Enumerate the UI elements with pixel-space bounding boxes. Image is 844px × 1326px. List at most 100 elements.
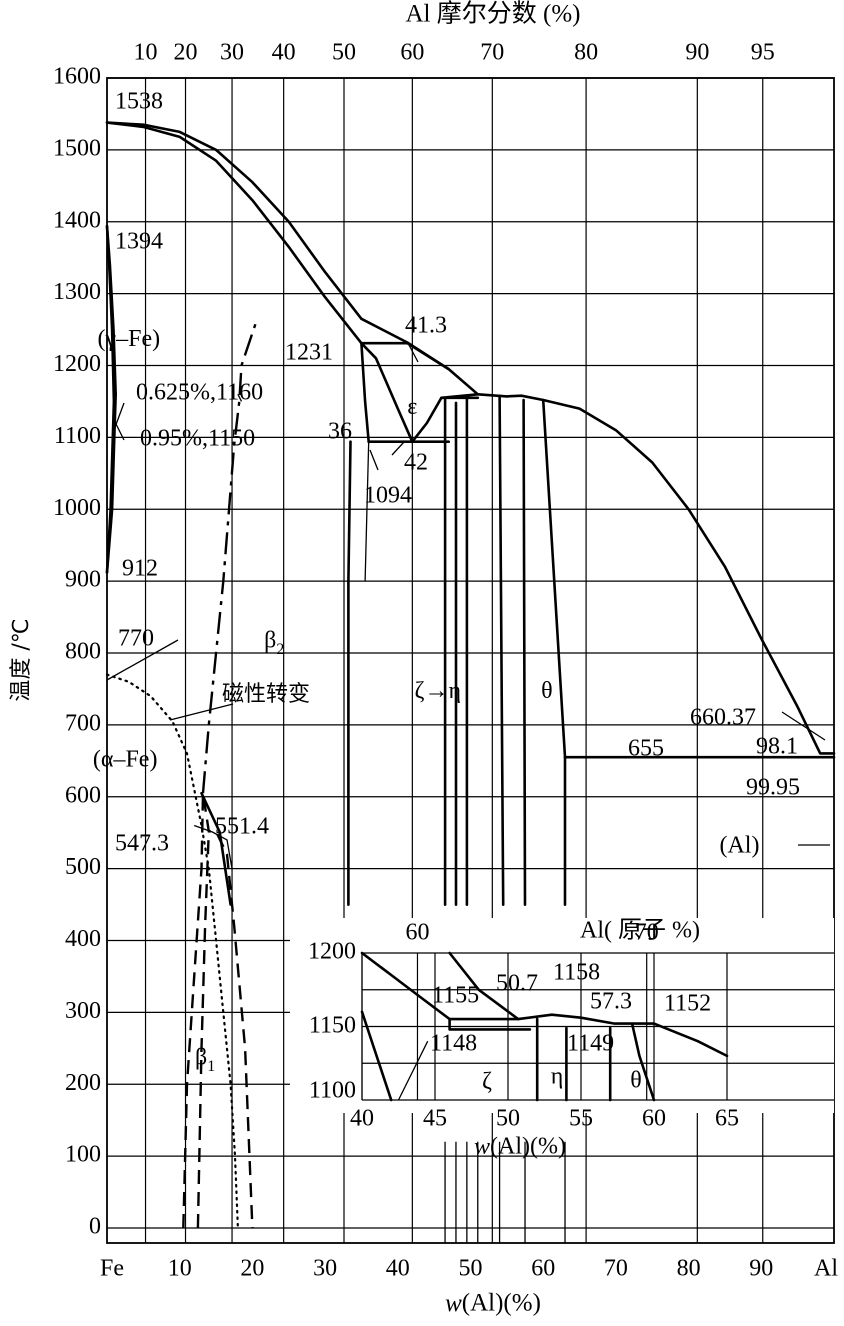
leader-line bbox=[781, 711, 826, 741]
left-tick-label: 100 bbox=[65, 1142, 101, 1168]
left-tick-label: 1100 bbox=[54, 423, 101, 449]
top-tick-label: 20 bbox=[174, 40, 198, 66]
value-label: 1538 bbox=[115, 89, 163, 115]
bottom-tick-label: 30 bbox=[313, 1256, 337, 1282]
value-label: 655 bbox=[628, 736, 664, 762]
top-tick-label: 40 bbox=[272, 40, 296, 66]
inset-value: 57.3 bbox=[590, 989, 632, 1015]
value-label: 41.3 bbox=[405, 313, 447, 339]
left-tick-label: 1400 bbox=[53, 207, 101, 233]
phase-label: β1 bbox=[195, 1045, 215, 1075]
annot-link bbox=[237, 394, 243, 402]
value-label: 98.1 bbox=[756, 734, 798, 760]
left-tick-label: 1300 bbox=[53, 279, 101, 305]
eps-liquid-link bbox=[406, 341, 450, 371]
inset-x-title: w(Al)(%) bbox=[474, 1134, 566, 1160]
top-tick-label: 30 bbox=[220, 40, 244, 66]
beta2-eps-boundary bbox=[360, 341, 370, 443]
value-label: 1094 bbox=[364, 483, 412, 509]
value-label: 36 bbox=[328, 419, 352, 445]
inset-phase-zeta: ζ bbox=[482, 1069, 492, 1095]
leader-line bbox=[106, 639, 179, 681]
top-tick-label: 70 bbox=[480, 40, 504, 66]
left-tick-label: 1500 bbox=[53, 135, 101, 161]
left-tick-label: 1600 bbox=[53, 64, 101, 90]
inset-value: 1152 bbox=[664, 991, 711, 1017]
inset-x-label: 45 bbox=[423, 1106, 447, 1132]
leader-line bbox=[169, 703, 234, 721]
leader-line bbox=[113, 419, 125, 441]
inset-x-label: 65 bbox=[715, 1106, 739, 1132]
bottom-tick-label: 50 bbox=[459, 1256, 483, 1282]
phase-label: β2 bbox=[264, 628, 284, 658]
value-label: 99.95 bbox=[746, 775, 800, 801]
bottom-tick-label: 10 bbox=[168, 1256, 192, 1282]
inset-x-label: 40 bbox=[350, 1106, 374, 1132]
left-tick-label: 400 bbox=[65, 926, 101, 952]
value-label: 0.625%,1160 bbox=[136, 380, 263, 406]
left-tick-label: 300 bbox=[65, 998, 101, 1024]
bottom-tick-label: 80 bbox=[677, 1256, 701, 1282]
left-tick-label: 1000 bbox=[53, 495, 101, 521]
left-tick-label: 600 bbox=[65, 782, 101, 808]
beta1-top-arc bbox=[193, 824, 233, 869]
solidus-curve bbox=[105, 121, 409, 345]
leader-line bbox=[408, 344, 419, 363]
labels: Al 摩尔分数 (%) 10 20 30 40 50 60 70 80 90 95 Fe 10 20 30 4… bbox=[9, 0, 838, 1317]
left-axis-title: 温度 /℃ bbox=[9, 618, 34, 701]
leader-line bbox=[391, 441, 405, 456]
gamma_loop-curve bbox=[105, 224, 116, 574]
value-label: 42 bbox=[404, 450, 428, 476]
phase-label: ε bbox=[407, 394, 417, 420]
inset-value: 1148 bbox=[430, 1031, 477, 1057]
inset-y-label: 1150 bbox=[309, 1013, 356, 1039]
top-tick-label: 90 bbox=[685, 40, 709, 66]
left-tick-label: 700 bbox=[65, 710, 101, 736]
inset-1148 bbox=[448, 1017, 532, 1031]
bottom-tick-label: 40 bbox=[386, 1256, 410, 1282]
eta-right bbox=[498, 394, 505, 906]
bottom-tick-label: 20 bbox=[240, 1256, 264, 1282]
inset-x-label: 60 bbox=[642, 1106, 666, 1132]
left-tick-label: 500 bbox=[65, 854, 101, 880]
theta-right bbox=[541, 398, 567, 906]
left-tick-label: 1200 bbox=[53, 351, 101, 377]
boundary-stub bbox=[364, 441, 370, 582]
inset-y-label: 1100 bbox=[309, 1078, 356, 1104]
inset-phase-eta: η bbox=[551, 1064, 564, 1090]
beta1-inner bbox=[196, 831, 210, 1229]
bottom-tick-label: Al bbox=[814, 1256, 838, 1282]
inset-x-label: 50 bbox=[496, 1106, 520, 1132]
phase-boundaries bbox=[105, 121, 836, 1230]
top-tick-label: 95 bbox=[751, 40, 775, 66]
left-tick-label: 0 bbox=[89, 1214, 101, 1240]
top-axis-title: Al 摩尔分数 (%) bbox=[406, 0, 581, 28]
liquidus-curve bbox=[105, 121, 836, 755]
value-label: 770 bbox=[118, 626, 154, 652]
top-tick-label: 80 bbox=[574, 40, 598, 66]
bottom-tick-label: 70 bbox=[604, 1256, 628, 1282]
phase-label: (Al) bbox=[719, 833, 759, 859]
inset-theta bbox=[630, 1022, 656, 1102]
value-label: 547.3 bbox=[115, 831, 169, 857]
leader-line bbox=[369, 449, 379, 471]
beta1-upper bbox=[200, 791, 232, 906]
left-tick-label: 200 bbox=[65, 1070, 101, 1096]
inset-pointer bbox=[397, 1040, 429, 1101]
beta2-fe-al-boundary bbox=[347, 440, 352, 906]
beta1-dome bbox=[182, 793, 254, 1229]
value-label: 1231 bbox=[285, 340, 333, 366]
inset-upper-curve bbox=[448, 951, 520, 1021]
value-label: 551.4 bbox=[215, 814, 269, 840]
bottom-axis-title: w(Al)(%) bbox=[445, 1290, 541, 1317]
left-tick-label: 900 bbox=[65, 567, 101, 593]
bottom-tick-label: 60 bbox=[531, 1256, 555, 1282]
value-label: 0.95%,1150 bbox=[140, 426, 255, 452]
eps_region-curve bbox=[360, 341, 480, 443]
inset-top-title: Al( 原子 %) bbox=[580, 918, 700, 944]
theta-left bbox=[522, 398, 527, 906]
value-label: 912 bbox=[122, 556, 158, 582]
top-tick-label: 10 bbox=[134, 40, 158, 66]
